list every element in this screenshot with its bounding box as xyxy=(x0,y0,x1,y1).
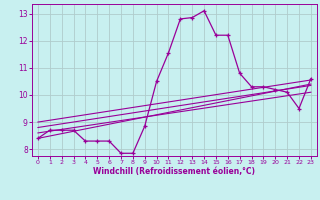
X-axis label: Windchill (Refroidissement éolien,°C): Windchill (Refroidissement éolien,°C) xyxy=(93,167,255,176)
